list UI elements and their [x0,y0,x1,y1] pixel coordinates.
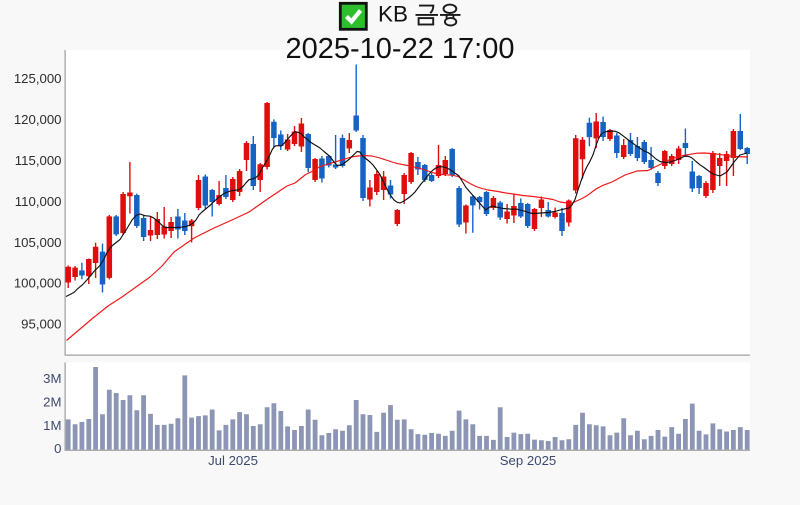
svg-text:KB: KB [378,2,408,27]
svg-text:1M: 1M [43,418,61,433]
svg-text:0: 0 [54,441,61,456]
svg-text:3M: 3M [43,371,61,386]
svg-text:105,000: 105,000 [14,235,62,250]
svg-text:115,000: 115,000 [15,153,62,168]
svg-text:125,000: 125,000 [14,71,62,86]
svg-text:100,000: 100,000 [14,276,62,291]
svg-text:2M: 2M [43,394,61,409]
svg-text:120,000: 120,000 [14,112,62,127]
svg-text:2025-10-22 17:00: 2025-10-22 17:00 [286,33,515,65]
svg-text:Sep 2025: Sep 2025 [500,453,556,468]
svg-text:Jul 2025: Jul 2025 [208,453,258,468]
svg-text:110,000: 110,000 [15,194,62,209]
svg-text:95,000: 95,000 [21,317,61,332]
